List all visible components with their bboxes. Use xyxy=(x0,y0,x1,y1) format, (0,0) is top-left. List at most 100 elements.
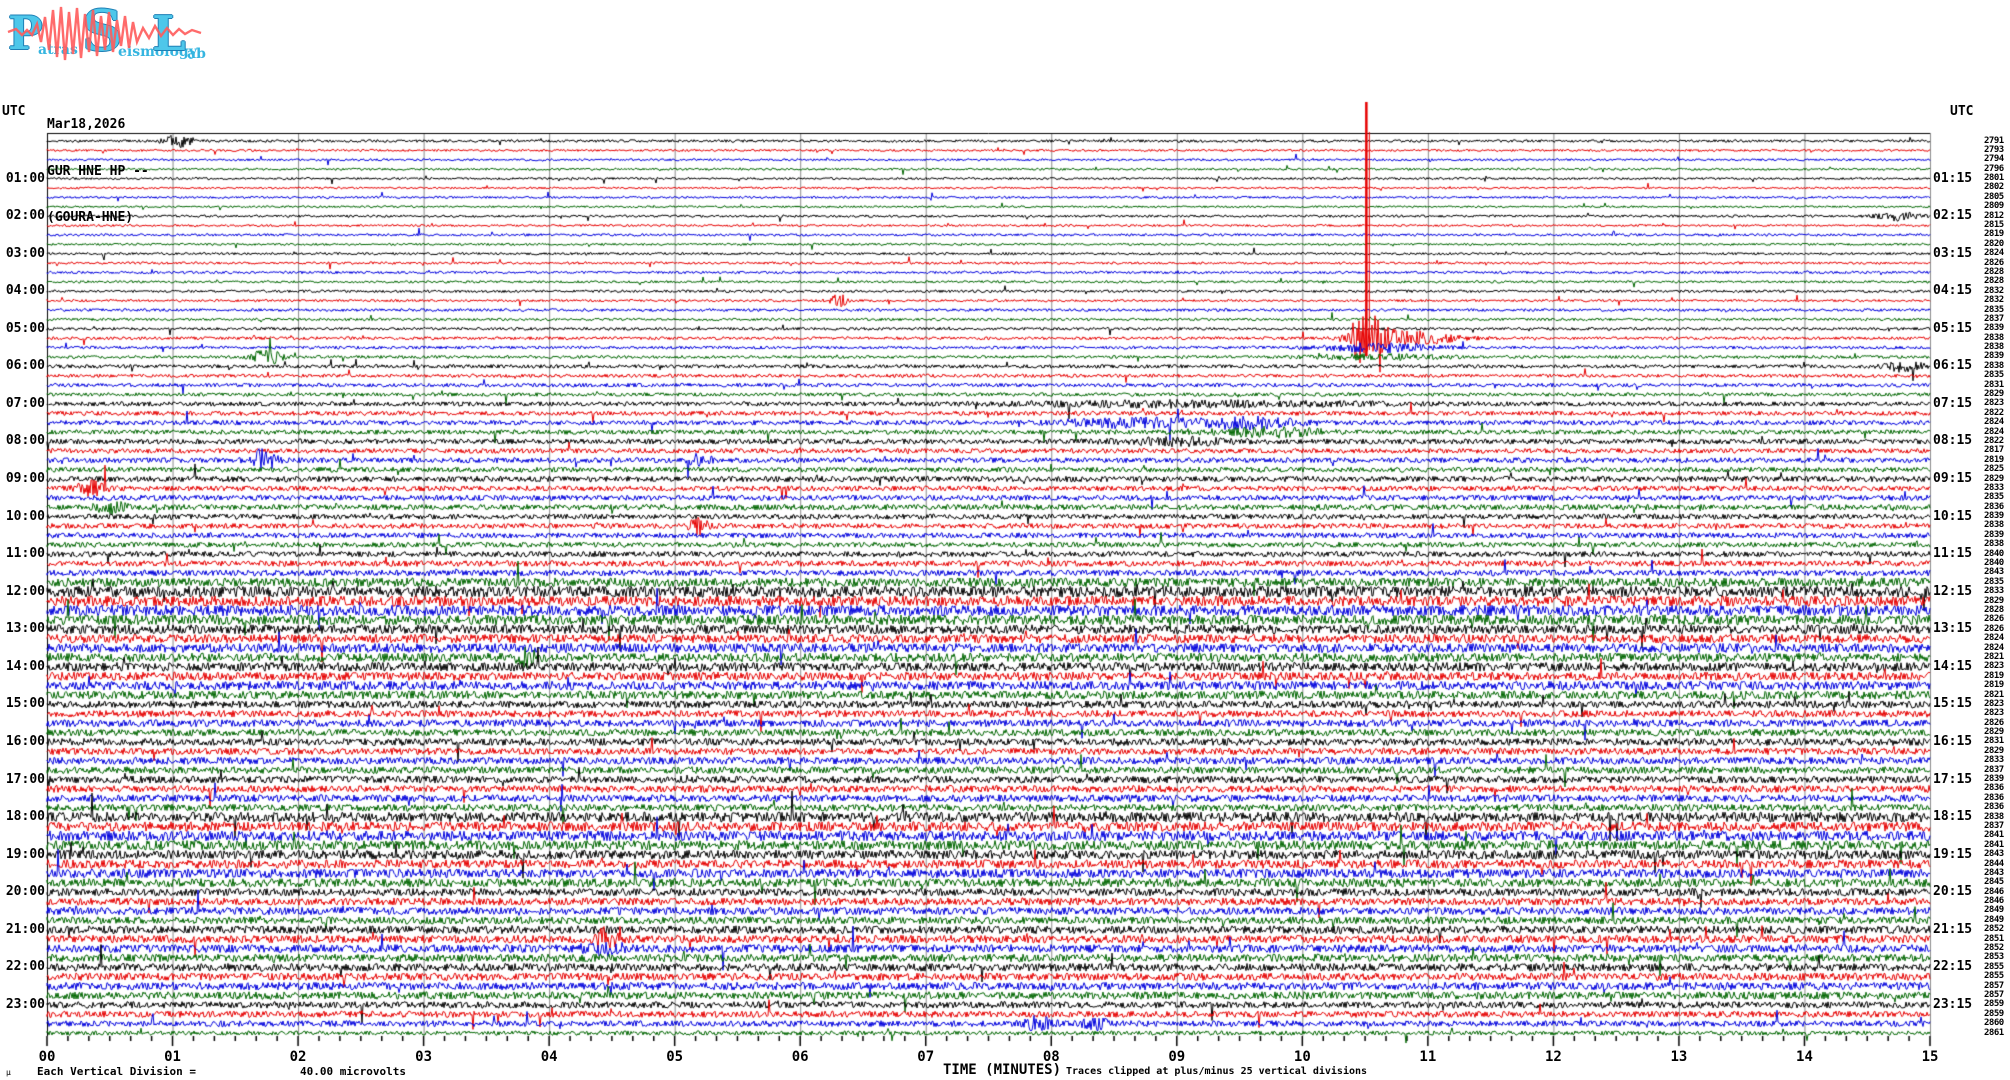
scale-label: Each Vertical Division = xyxy=(37,1065,196,1078)
header-date: Mar18,2026 xyxy=(47,117,126,132)
row-number: 2859 xyxy=(1984,999,2004,1010)
row-number: 2824 xyxy=(1984,633,2004,644)
x-tick-label: 01 xyxy=(164,1049,181,1065)
row-number: 2835 xyxy=(1984,492,2004,503)
hour-label-left: 14:00 xyxy=(5,658,45,674)
hour-label-left: 16:00 xyxy=(5,733,45,749)
row-number: 2841 xyxy=(1984,830,2004,841)
x-tick-label: 13 xyxy=(1670,1049,1688,1065)
row-number: 2821 xyxy=(1984,689,2004,700)
row-number: 2823 xyxy=(1984,661,2004,672)
x-tick-label: 10 xyxy=(1293,1049,1311,1065)
row-number: 2844 xyxy=(1984,858,2004,869)
hour-label-left: 07:00 xyxy=(5,395,45,411)
hour-label-right: 18:15 xyxy=(1933,809,1973,825)
row-number: 2815 xyxy=(1984,220,2004,230)
row-number: 2851 xyxy=(1984,933,2004,944)
header-station: GUR HNE HP -- xyxy=(47,163,149,179)
row-number: 2822 xyxy=(1984,407,2004,418)
row-number: 2833 xyxy=(1984,755,2004,766)
row-number: 2819 xyxy=(1984,680,2004,691)
row-number: 2838 xyxy=(1984,811,2004,822)
row-number: 2819 xyxy=(1984,670,2004,681)
row-number: 2843 xyxy=(1984,867,2004,878)
row-number: 2819 xyxy=(1984,454,2004,465)
row-number: 2828 xyxy=(1984,266,2004,277)
logo-seismic-wave-icon xyxy=(7,6,202,61)
row-number: 2840 xyxy=(1984,548,2004,559)
row-number: 2820 xyxy=(1984,238,2004,249)
row-number: 2840 xyxy=(1984,558,2004,569)
x-tick-label: 11 xyxy=(1419,1049,1437,1065)
row-number: 2837 xyxy=(1984,313,2004,324)
row-number: 2836 xyxy=(1984,802,2004,813)
x-tick-label: 08 xyxy=(1042,1049,1060,1065)
row-number: 2841 xyxy=(1984,839,2004,850)
hour-label-left: 17:00 xyxy=(5,771,45,787)
hour-label-right: 20:15 xyxy=(1933,884,1973,900)
row-number: 2791 xyxy=(1984,135,2004,146)
row-number: 2843 xyxy=(1984,567,2004,578)
hour-label-left: 12:00 xyxy=(5,583,45,599)
row-number: 2826 xyxy=(1984,717,2004,728)
row-number: 2837 xyxy=(1984,820,2004,831)
x-axis-title: TIME (MINUTES) xyxy=(943,1062,1062,1078)
hour-label-right: 11:15 xyxy=(1933,546,1973,562)
row-number: 2857 xyxy=(1984,980,2004,991)
row-number: 2824 xyxy=(1984,417,2004,428)
row-number: 2828 xyxy=(1984,605,2004,615)
hour-label-left: 11:00 xyxy=(5,546,45,562)
row-number: 2829 xyxy=(1984,727,2004,738)
micro-mark: μ xyxy=(6,1068,11,1077)
hour-label-right: 12:15 xyxy=(1933,583,1973,599)
hour-label-right: 21:15 xyxy=(1933,921,1973,937)
hour-label-right: 17:15 xyxy=(1933,771,1973,787)
row-number: 2849 xyxy=(1984,914,2004,925)
row-number: 2846 xyxy=(1984,896,2004,907)
hour-label-left: 10:00 xyxy=(5,508,45,524)
hour-label-right: 15:15 xyxy=(1933,696,1973,712)
row-number: 2835 xyxy=(1984,304,2004,315)
row-number: 2817 xyxy=(1984,445,2004,456)
x-tick-label: 12 xyxy=(1544,1049,1562,1065)
row-number: 2839 xyxy=(1984,351,2004,362)
logo-word-eismology: eismology xyxy=(118,44,197,60)
row-number: 2796 xyxy=(1984,163,2004,174)
row-number: 2846 xyxy=(1984,886,2004,897)
row-number: 2829 xyxy=(1984,745,2004,756)
hour-label-left: 03:00 xyxy=(5,245,45,261)
row-number: 2852 xyxy=(1984,924,2004,935)
hour-label-left: 22:00 xyxy=(5,959,45,975)
hour-label-left: 20:00 xyxy=(5,884,45,900)
hour-label-right: 09:15 xyxy=(1933,471,1973,487)
hour-label-left: 04:00 xyxy=(5,283,45,299)
row-number: 2833 xyxy=(1984,482,2004,493)
hour-label-left: 18:00 xyxy=(5,809,45,825)
row-number: 2849 xyxy=(1984,905,2004,916)
row-number: 2832 xyxy=(1984,285,2004,296)
hour-label-left: 02:00 xyxy=(5,208,45,224)
row-number: 2812 xyxy=(1984,210,2004,221)
x-tick-label: 14 xyxy=(1796,1049,1813,1065)
row-number: 2831 xyxy=(1984,736,2004,747)
hour-label-left: 13:00 xyxy=(5,621,45,637)
hour-label-right: 04:15 xyxy=(1933,283,1973,299)
hour-label-right: 10:15 xyxy=(1933,508,1973,524)
hour-label-left: 21:00 xyxy=(5,921,45,937)
hour-label-left: 05:00 xyxy=(5,320,45,336)
row-number: 2802 xyxy=(1984,182,2004,193)
psl-logo: P atras S eismology L ab xyxy=(6,0,206,66)
header-block: Mar18,2026 GUR HNE HP -- (GOURA-HNE) xyxy=(47,86,149,257)
x-tick-label: 03 xyxy=(415,1049,433,1065)
row-number: 2823 xyxy=(1984,708,2004,719)
row-number: 2822 xyxy=(1984,435,2004,446)
row-number: 2794 xyxy=(1984,154,2004,165)
row-number: 2838 xyxy=(1984,342,2004,353)
utc-label-left: UTC xyxy=(2,104,26,119)
row-number: 2793 xyxy=(1984,144,2004,155)
row-number: 2836 xyxy=(1984,783,2004,794)
row-number: 2826 xyxy=(1984,257,2004,268)
hour-label-right: 23:15 xyxy=(1933,996,1973,1012)
row-number: 2839 xyxy=(1984,323,2004,334)
